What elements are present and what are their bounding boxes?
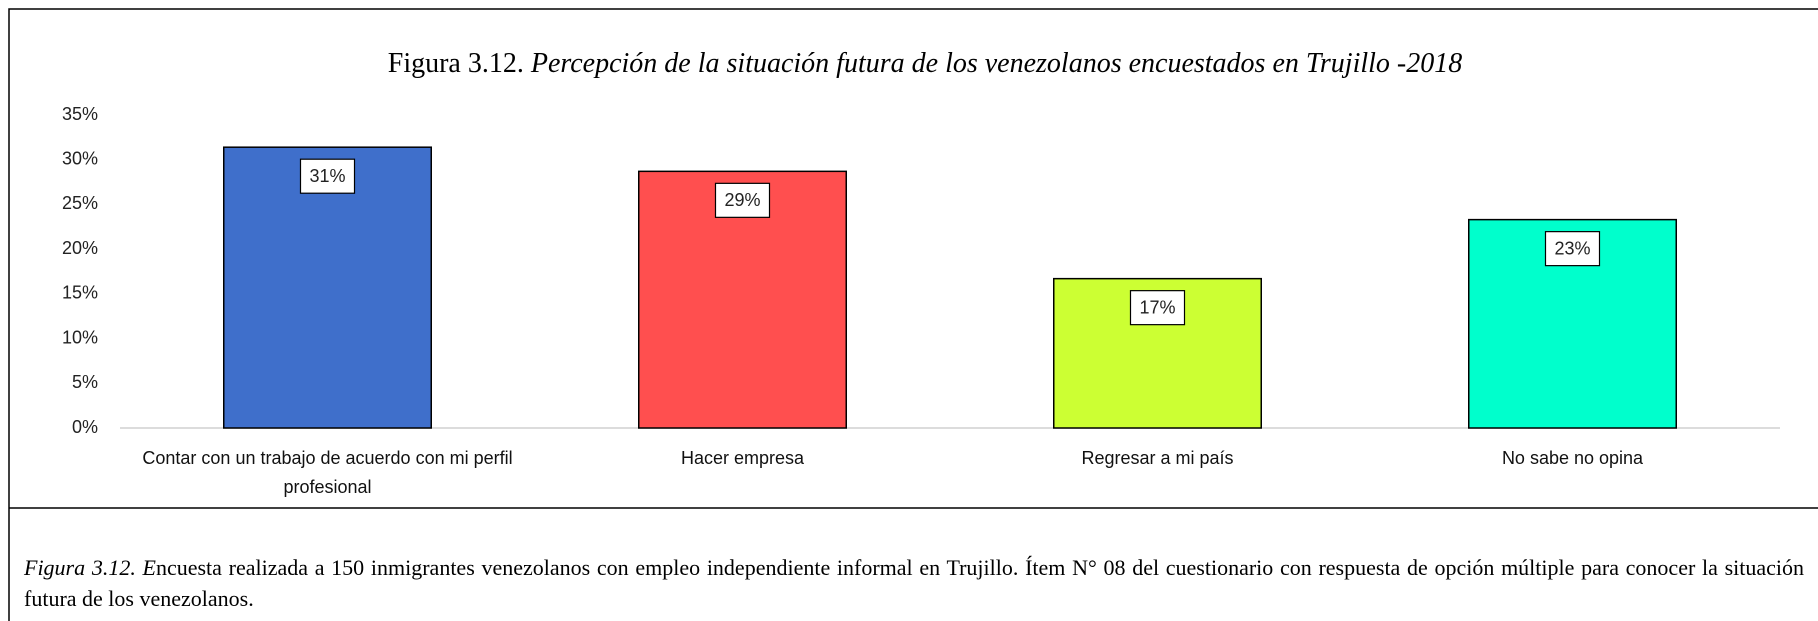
x-tick-label: Regresar a mi país [1081, 448, 1234, 468]
bar [223, 146, 432, 429]
x-tick-label: Hacer empresa [680, 448, 805, 468]
y-tick-label: 20% [62, 238, 98, 258]
title-prefix: Figura 3.12. [388, 48, 524, 79]
data-label-box [1544, 231, 1601, 267]
y-tick-label: 0% [72, 417, 98, 437]
data-label: 31% [309, 166, 345, 186]
data-label-box [1129, 290, 1186, 326]
data-label: 17% [1139, 297, 1175, 317]
x-tick-label: Contar con un trabajo de acuerdo con mi … [142, 448, 513, 497]
y-tick-label: 25% [62, 193, 98, 213]
y-tick-label: 15% [62, 283, 98, 303]
caption-text: ncuesta realizada a 150 inmigrantes vene… [24, 555, 1804, 611]
y-tick-label: 10% [62, 327, 98, 347]
chart-title: Figura 3.12. Percepción de la situación … [388, 48, 1463, 79]
frame [8, 8, 1818, 621]
x-tick-label: No sabe no opina [1501, 448, 1644, 468]
data-label: 29% [724, 190, 760, 210]
caption: Figura 3.12. Encuesta realizada a 150 in… [24, 552, 1804, 614]
data-label: 23% [1554, 238, 1590, 258]
title-text: Percepción de la situación futura de los… [530, 48, 1462, 79]
y-tick-label: 30% [62, 148, 98, 168]
caption-prefix: Figura 3.12. E [24, 555, 156, 580]
data-label-box [714, 182, 771, 218]
y-tick-label: 35% [62, 104, 98, 124]
y-tick-label: 5% [72, 372, 98, 392]
data-label-box [299, 158, 356, 194]
